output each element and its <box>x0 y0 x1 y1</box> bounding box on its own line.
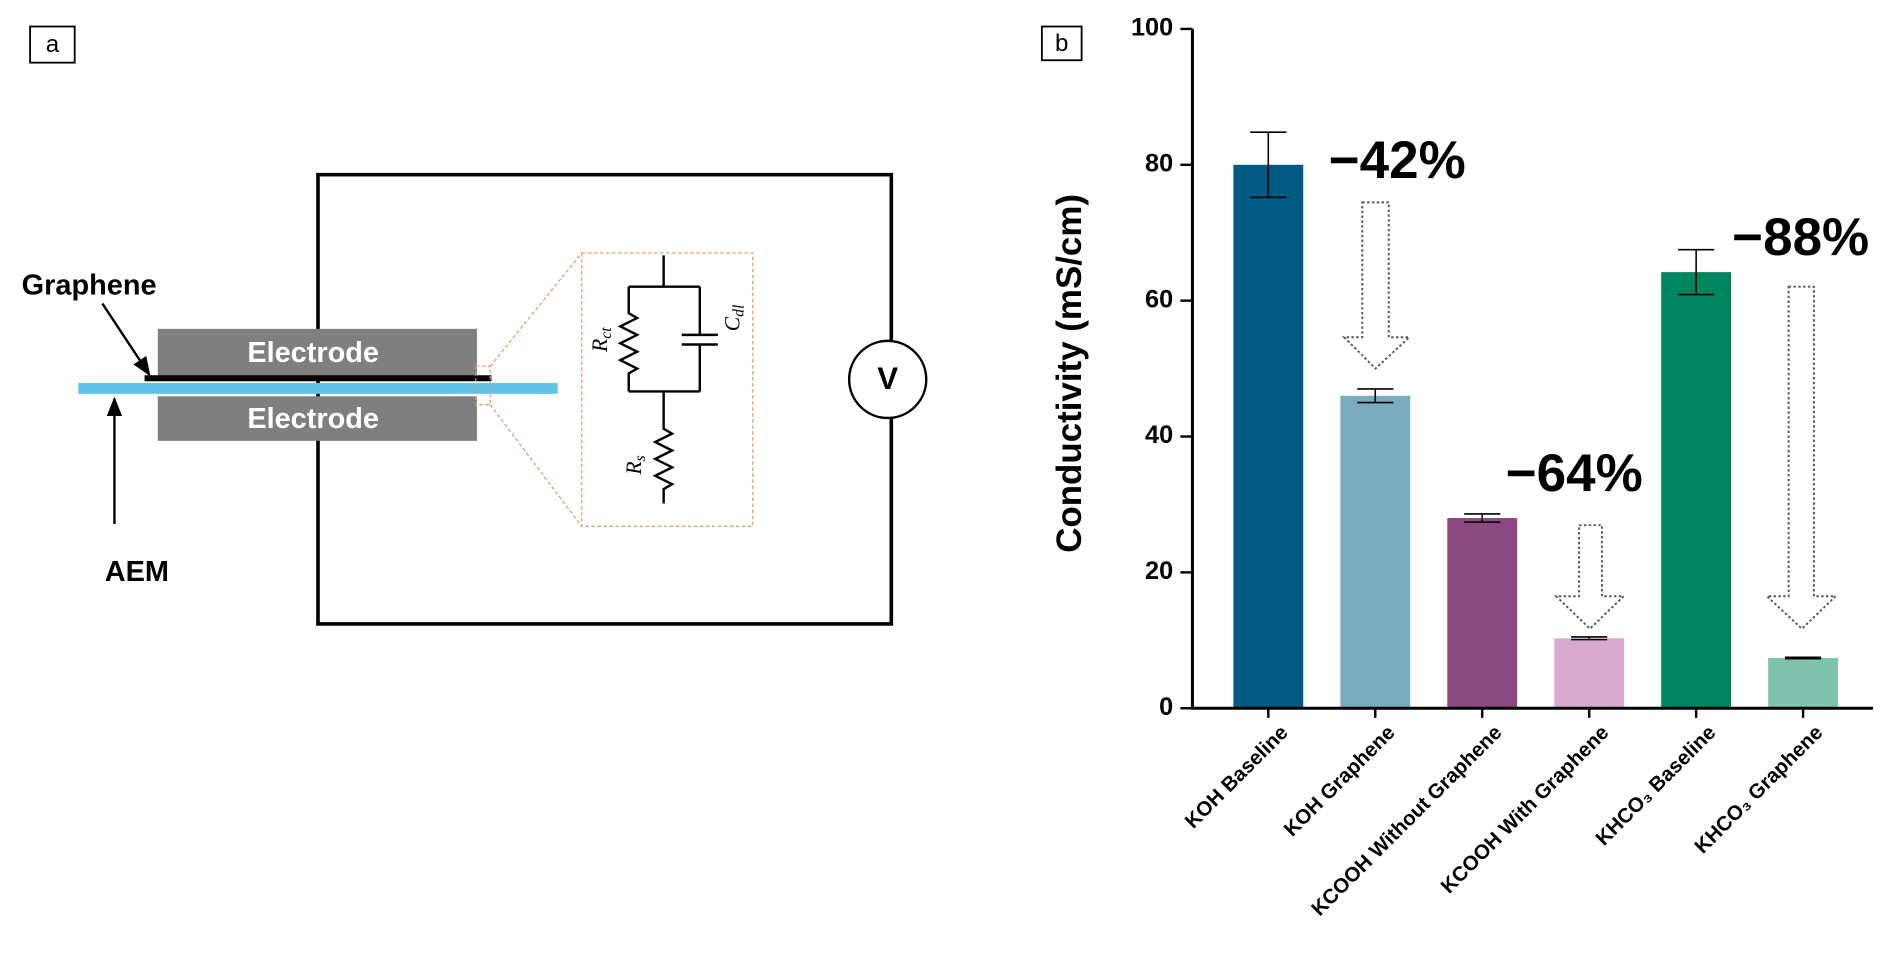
membrane <box>78 383 558 394</box>
bar <box>1447 518 1518 709</box>
pointer <box>101 302 151 377</box>
y-tick-label: 40 <box>1145 421 1173 449</box>
y-axis-title: Conductivity (mS/cm) <box>1050 194 1089 553</box>
panel-label-box <box>29 25 76 64</box>
subscript: ct <box>598 327 615 339</box>
subscript: s <box>631 455 648 461</box>
annotation: −42% <box>1329 131 1466 190</box>
y-tick-label: 0 <box>1159 693 1173 721</box>
x-tick-label: KCOOH Without Graphene <box>1307 721 1506 920</box>
annotation: −64% <box>1506 444 1643 503</box>
annotation: −88% <box>1732 208 1869 267</box>
error-bar <box>1785 656 1822 660</box>
symbol: R <box>588 339 612 353</box>
panel-label: a <box>46 31 60 58</box>
equivalent-circuit <box>617 255 718 504</box>
bar <box>1661 272 1732 709</box>
voltmeter <box>847 339 928 420</box>
reduction-arrows <box>1341 201 1839 631</box>
error-bar <box>1464 513 1501 523</box>
panel-label-box <box>1040 25 1083 62</box>
aem-label: AEM <box>105 556 169 588</box>
error-bar <box>1678 248 1715 296</box>
zoom-box <box>475 365 491 406</box>
component-label: Cdl <box>721 305 747 332</box>
bar <box>1340 395 1411 709</box>
error-bar <box>1250 131 1287 199</box>
x-tick-label: KOH Baseline <box>1181 721 1293 833</box>
graphene-label: Graphene <box>22 269 157 301</box>
symbol: R <box>622 461 646 475</box>
panel-label: b <box>1055 30 1068 57</box>
zoom-lines <box>489 252 583 527</box>
error-bar <box>1571 636 1608 641</box>
error-bar <box>1357 388 1394 404</box>
electrode <box>157 328 477 376</box>
y-tick-label: 20 <box>1145 557 1173 585</box>
voltmeter-label: V <box>877 361 898 396</box>
electrode-label: Electrode <box>247 403 379 435</box>
component-label: Rs <box>622 455 648 475</box>
symbol: C <box>721 316 745 331</box>
subscript: dl <box>730 305 747 317</box>
x-tick-label: KOH Graphene <box>1279 721 1399 841</box>
zoom-box <box>581 252 754 527</box>
bar <box>1768 657 1839 709</box>
y-tick-label: 60 <box>1145 285 1173 313</box>
bar <box>1554 638 1625 709</box>
y-tick-label: 100 <box>1131 14 1173 42</box>
y-tick-label: 80 <box>1145 149 1173 177</box>
electrode-label: Electrode <box>247 337 379 369</box>
bar <box>1233 164 1304 709</box>
component-label: Rct <box>588 327 614 353</box>
electrode <box>157 396 477 441</box>
